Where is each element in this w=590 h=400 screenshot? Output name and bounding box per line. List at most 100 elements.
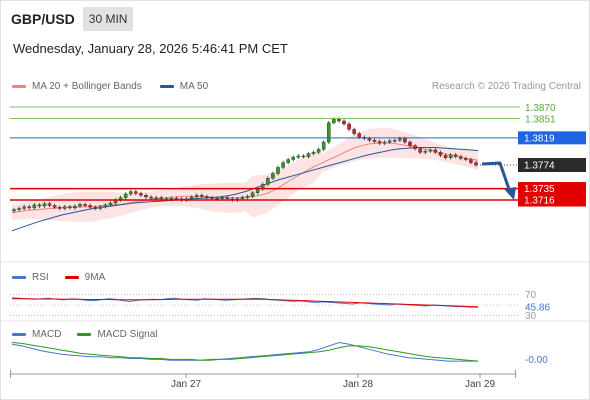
level-tag	[518, 193, 586, 207]
candle-body	[250, 192, 255, 197]
main-legend: MA 20 + Bollinger Bands MA 50	[12, 81, 208, 92]
candle-body	[398, 138, 402, 141]
candle-body	[367, 138, 372, 141]
level-label-pivot: 1.3819	[524, 133, 555, 144]
candle-body	[93, 207, 98, 209]
candle-body	[32, 204, 37, 209]
rsi-ma-line	[12, 298, 479, 308]
candle-body	[474, 162, 478, 166]
candle-body	[240, 197, 245, 200]
chart-header: GBP/USD 30 MIN	[11, 7, 134, 31]
level-label-support: 1.3716	[524, 196, 555, 207]
candle	[453, 152, 458, 159]
symbol-title: GBP/USD	[11, 11, 75, 27]
candle	[139, 191, 143, 198]
candle-body	[423, 150, 428, 153]
candle-body	[215, 198, 219, 200]
candle	[372, 138, 377, 144]
candle	[448, 152, 453, 160]
candle	[433, 148, 438, 155]
candle-body	[17, 208, 21, 210]
candle-body	[418, 148, 422, 153]
candle-body	[347, 123, 351, 130]
candle-body	[169, 198, 174, 200]
rsi-last-value: 45.86	[525, 303, 550, 314]
candle	[347, 122, 351, 132]
level-label-resistance: 1.3851	[525, 115, 556, 126]
macd-swatch	[12, 333, 26, 336]
rsi-level-label: 70	[525, 290, 537, 301]
ma50-line	[11, 147, 479, 232]
candle-body	[98, 206, 103, 209]
candle	[250, 190, 255, 199]
candle-body	[291, 156, 296, 160]
candle	[52, 203, 57, 210]
candle	[418, 146, 422, 155]
candle-body	[255, 188, 260, 193]
candle	[423, 149, 428, 155]
candle	[342, 119, 346, 126]
candle	[78, 202, 82, 208]
candle	[149, 195, 153, 201]
candle-body	[139, 193, 143, 196]
bollinger-band	[12, 127, 478, 222]
candle-body	[428, 149, 433, 152]
candle-body	[128, 191, 133, 195]
legend-bollinger: MA 20 + Bollinger Bands	[32, 81, 142, 92]
candle-body	[210, 197, 214, 199]
last-price-tag	[518, 158, 586, 173]
candle	[37, 203, 42, 208]
candle-body	[337, 118, 341, 122]
candle-body	[271, 173, 275, 179]
candle	[123, 192, 128, 200]
candle-body	[200, 195, 204, 197]
candle-body	[372, 140, 377, 142]
candle	[286, 157, 290, 165]
candle-body	[78, 204, 82, 207]
candle	[32, 203, 37, 210]
candle-body	[134, 191, 138, 194]
copyright-notice: Research © 2026 Trading Central	[431, 81, 581, 92]
candle-body	[276, 167, 280, 174]
candle-body	[281, 162, 285, 168]
candle	[392, 138, 397, 143]
candle	[22, 204, 26, 211]
candle	[408, 140, 412, 148]
x-tick-label: Jan 27	[171, 379, 201, 390]
candle	[387, 139, 392, 144]
candle	[474, 160, 478, 167]
candle-body	[301, 155, 306, 158]
macd-legend: MACD MACD Signal	[12, 329, 157, 340]
timeframe-button[interactable]: 30 MIN	[82, 7, 134, 31]
candle-body	[42, 203, 47, 207]
candle-body	[12, 209, 16, 212]
macd-signal-line	[11, 342, 479, 362]
candle-body	[205, 196, 209, 198]
legend-rsi: RSI	[32, 272, 49, 283]
forecast-arrowhead	[504, 187, 516, 201]
candle-body	[332, 118, 336, 123]
candle	[352, 127, 356, 136]
rsi-legend: RSI 9MA	[12, 272, 105, 283]
candle-body	[62, 206, 67, 209]
candle-body	[68, 206, 72, 209]
candle-body	[443, 155, 448, 158]
x-tick-label: Jan 29	[465, 379, 495, 390]
legend-ma50: MA 50	[179, 81, 209, 92]
candle	[42, 201, 47, 208]
legend-macd: MACD	[32, 329, 62, 340]
candle	[377, 139, 382, 146]
legend-rsi-ma: 9MA	[84, 272, 106, 283]
candle-body	[387, 140, 392, 143]
candle-body	[52, 205, 57, 208]
candle-body	[382, 141, 387, 144]
candle	[98, 204, 103, 211]
candle	[205, 194, 209, 200]
candle	[93, 205, 98, 211]
candle-body	[57, 207, 62, 209]
candle	[291, 155, 296, 162]
candle	[321, 140, 326, 152]
level-tag	[518, 182, 586, 196]
candle-body	[83, 204, 87, 206]
candle	[88, 203, 92, 210]
